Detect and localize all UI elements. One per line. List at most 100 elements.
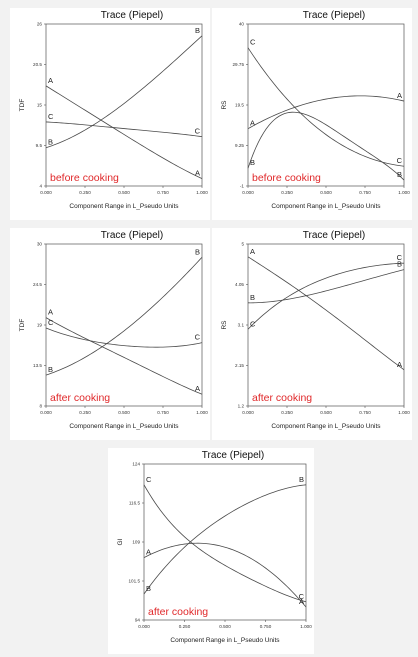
x-axis-label: Component Range in L_Pseudo Units (170, 637, 280, 644)
series-end-label: B (195, 26, 200, 35)
x-tick-label: 1.000 (398, 190, 410, 195)
x-tick-label: 0.250 (281, 190, 293, 195)
y-tick-label: 94 (135, 618, 141, 623)
series-end-label: A (48, 308, 53, 317)
series-line (45, 85, 203, 180)
plot-frame (247, 243, 405, 407)
x-tick-label: 1.000 (196, 410, 208, 415)
x-tick-label: 0.000 (242, 190, 254, 195)
series-end-label: B (299, 475, 304, 484)
x-tick-label: 0.250 (79, 190, 91, 195)
x-tick-label: 0.250 (79, 410, 91, 415)
chart-panel: Trace (Piepel) -1 9.25 19.5 29.75 40 0.000 0.25… (212, 8, 412, 220)
x-tick-label: 1.000 (300, 624, 312, 629)
y-tick-label: 124 (132, 462, 140, 467)
series-line (247, 111, 405, 181)
chart-title: Trace (Piepel) (303, 10, 365, 21)
y-tick-label: 116.5 (129, 501, 141, 506)
x-axis-label: Component Range in L_Pseudo Units (69, 203, 179, 210)
series-end-label: A (195, 169, 200, 178)
x-tick-label: 0.500 (118, 190, 130, 195)
chart-title: Trace (Piepel) (303, 230, 365, 241)
series-line (45, 35, 203, 149)
series-line (247, 47, 405, 167)
y-tick-label: 19.5 (235, 103, 244, 108)
y-tick-label: 29.75 (233, 62, 245, 67)
cooking-annotation: after cooking (148, 606, 208, 618)
y-tick-label: 40 (239, 22, 245, 27)
y-tick-label: 4.05 (235, 282, 244, 287)
series-line (143, 484, 307, 595)
x-tick-label: 0.750 (157, 410, 169, 415)
x-axis-label: Component Range in L_Pseudo Units (271, 203, 381, 210)
series-line (45, 121, 203, 138)
y-tick-label: 13.5 (33, 363, 42, 368)
y-tick-label: 30 (37, 242, 43, 247)
x-tick-label: 0.000 (138, 624, 150, 629)
cooking-annotation: after cooking (50, 392, 110, 404)
series-end-label: A (397, 91, 402, 100)
chart-svg: Trace (Piepel) 1.2 2.15 3.1 4.05 5 0.000 0.250 0… (221, 230, 410, 430)
x-tick-label: 0.750 (359, 410, 371, 415)
series-end-label: B (195, 247, 200, 256)
chart-title: Trace (Piepel) (101, 230, 163, 241)
x-axis-label: Component Range in L_Pseudo Units (69, 423, 179, 430)
series-end-label: C (299, 592, 305, 601)
chart-panel: Trace (Piepel) 8 13.5 19 24.5 30 0.000 0.250 0.5… (10, 228, 210, 440)
x-axis-label: Component Range in L_Pseudo Units (271, 423, 381, 430)
series-end-label: B (250, 158, 255, 167)
series-end-label: C (146, 475, 152, 484)
series-end-label: C (397, 156, 403, 165)
series-line (247, 95, 405, 130)
series-end-label: A (195, 384, 200, 393)
y-tick-label: 9.25 (235, 143, 244, 148)
chart-title: Trace (Piepel) (101, 10, 163, 21)
y-tick-label: 3.1 (238, 323, 245, 328)
series-line (143, 484, 307, 603)
y-tick-label: 15 (37, 103, 43, 108)
x-tick-label: 0.500 (320, 190, 332, 195)
chart-svg: Trace (Piepel) 8 13.5 19 24.5 30 0.000 0.250 0.5… (19, 230, 208, 430)
series-line (247, 269, 405, 304)
series-end-label: C (48, 318, 54, 327)
series-end-label: A (299, 597, 304, 606)
y-tick-label: 8 (39, 404, 42, 409)
series-line (143, 542, 307, 608)
chart-panel: Trace (Piepel) 4 9.5 15 20.5 26 0.000 0.250 0.50… (10, 8, 210, 220)
cooking-annotation: before cooking (50, 172, 119, 184)
series-end-label: A (250, 119, 255, 128)
series-end-label: A (48, 76, 53, 85)
series-end-label: C (397, 253, 403, 262)
chart-svg: Trace (Piepel) 94 101.5 109 116.5 124 0.000 0.2… (117, 450, 312, 644)
y-tick-label: 1.2 (238, 404, 245, 409)
series-end-label: B (397, 260, 402, 269)
chart-svg: Trace (Piepel) 4 9.5 15 20.5 26 0.000 0.250 0.50… (19, 10, 208, 210)
series-end-label: C (250, 319, 256, 328)
series-line (45, 317, 203, 395)
series-end-label: C (48, 112, 54, 121)
x-tick-label: 0.000 (242, 410, 254, 415)
y-tick-label: 109 (132, 540, 140, 545)
series-end-label: C (195, 127, 201, 136)
x-tick-label: 0.500 (118, 410, 130, 415)
x-tick-label: 1.000 (398, 410, 410, 415)
x-tick-label: 0.500 (219, 624, 231, 629)
x-tick-label: 0.750 (260, 624, 272, 629)
series-end-label: B (250, 293, 255, 302)
y-axis-label: RS (221, 100, 228, 110)
series-end-label: B (48, 138, 53, 147)
chart-panel: Trace (Piepel) 1.2 2.15 3.1 4.05 5 0.000 0.250 0… (212, 228, 412, 440)
series-end-label: A (250, 247, 255, 256)
series-end-label: B (397, 170, 402, 179)
series-end-label: B (146, 584, 151, 593)
series-line (247, 262, 405, 330)
series-end-label: A (146, 548, 151, 557)
plot-frame (45, 243, 203, 407)
plot-frame (45, 23, 203, 187)
x-tick-label: 0.000 (40, 410, 52, 415)
x-tick-label: 1.000 (196, 190, 208, 195)
chart-panel: Trace (Piepel) 94 101.5 109 116.5 124 0.000 0.2… (108, 448, 314, 654)
chart-svg: Trace (Piepel) -1 9.25 19.5 29.75 40 0.000 0.25… (221, 10, 410, 210)
x-tick-label: 0.750 (157, 190, 169, 195)
plot-frame (143, 463, 307, 621)
